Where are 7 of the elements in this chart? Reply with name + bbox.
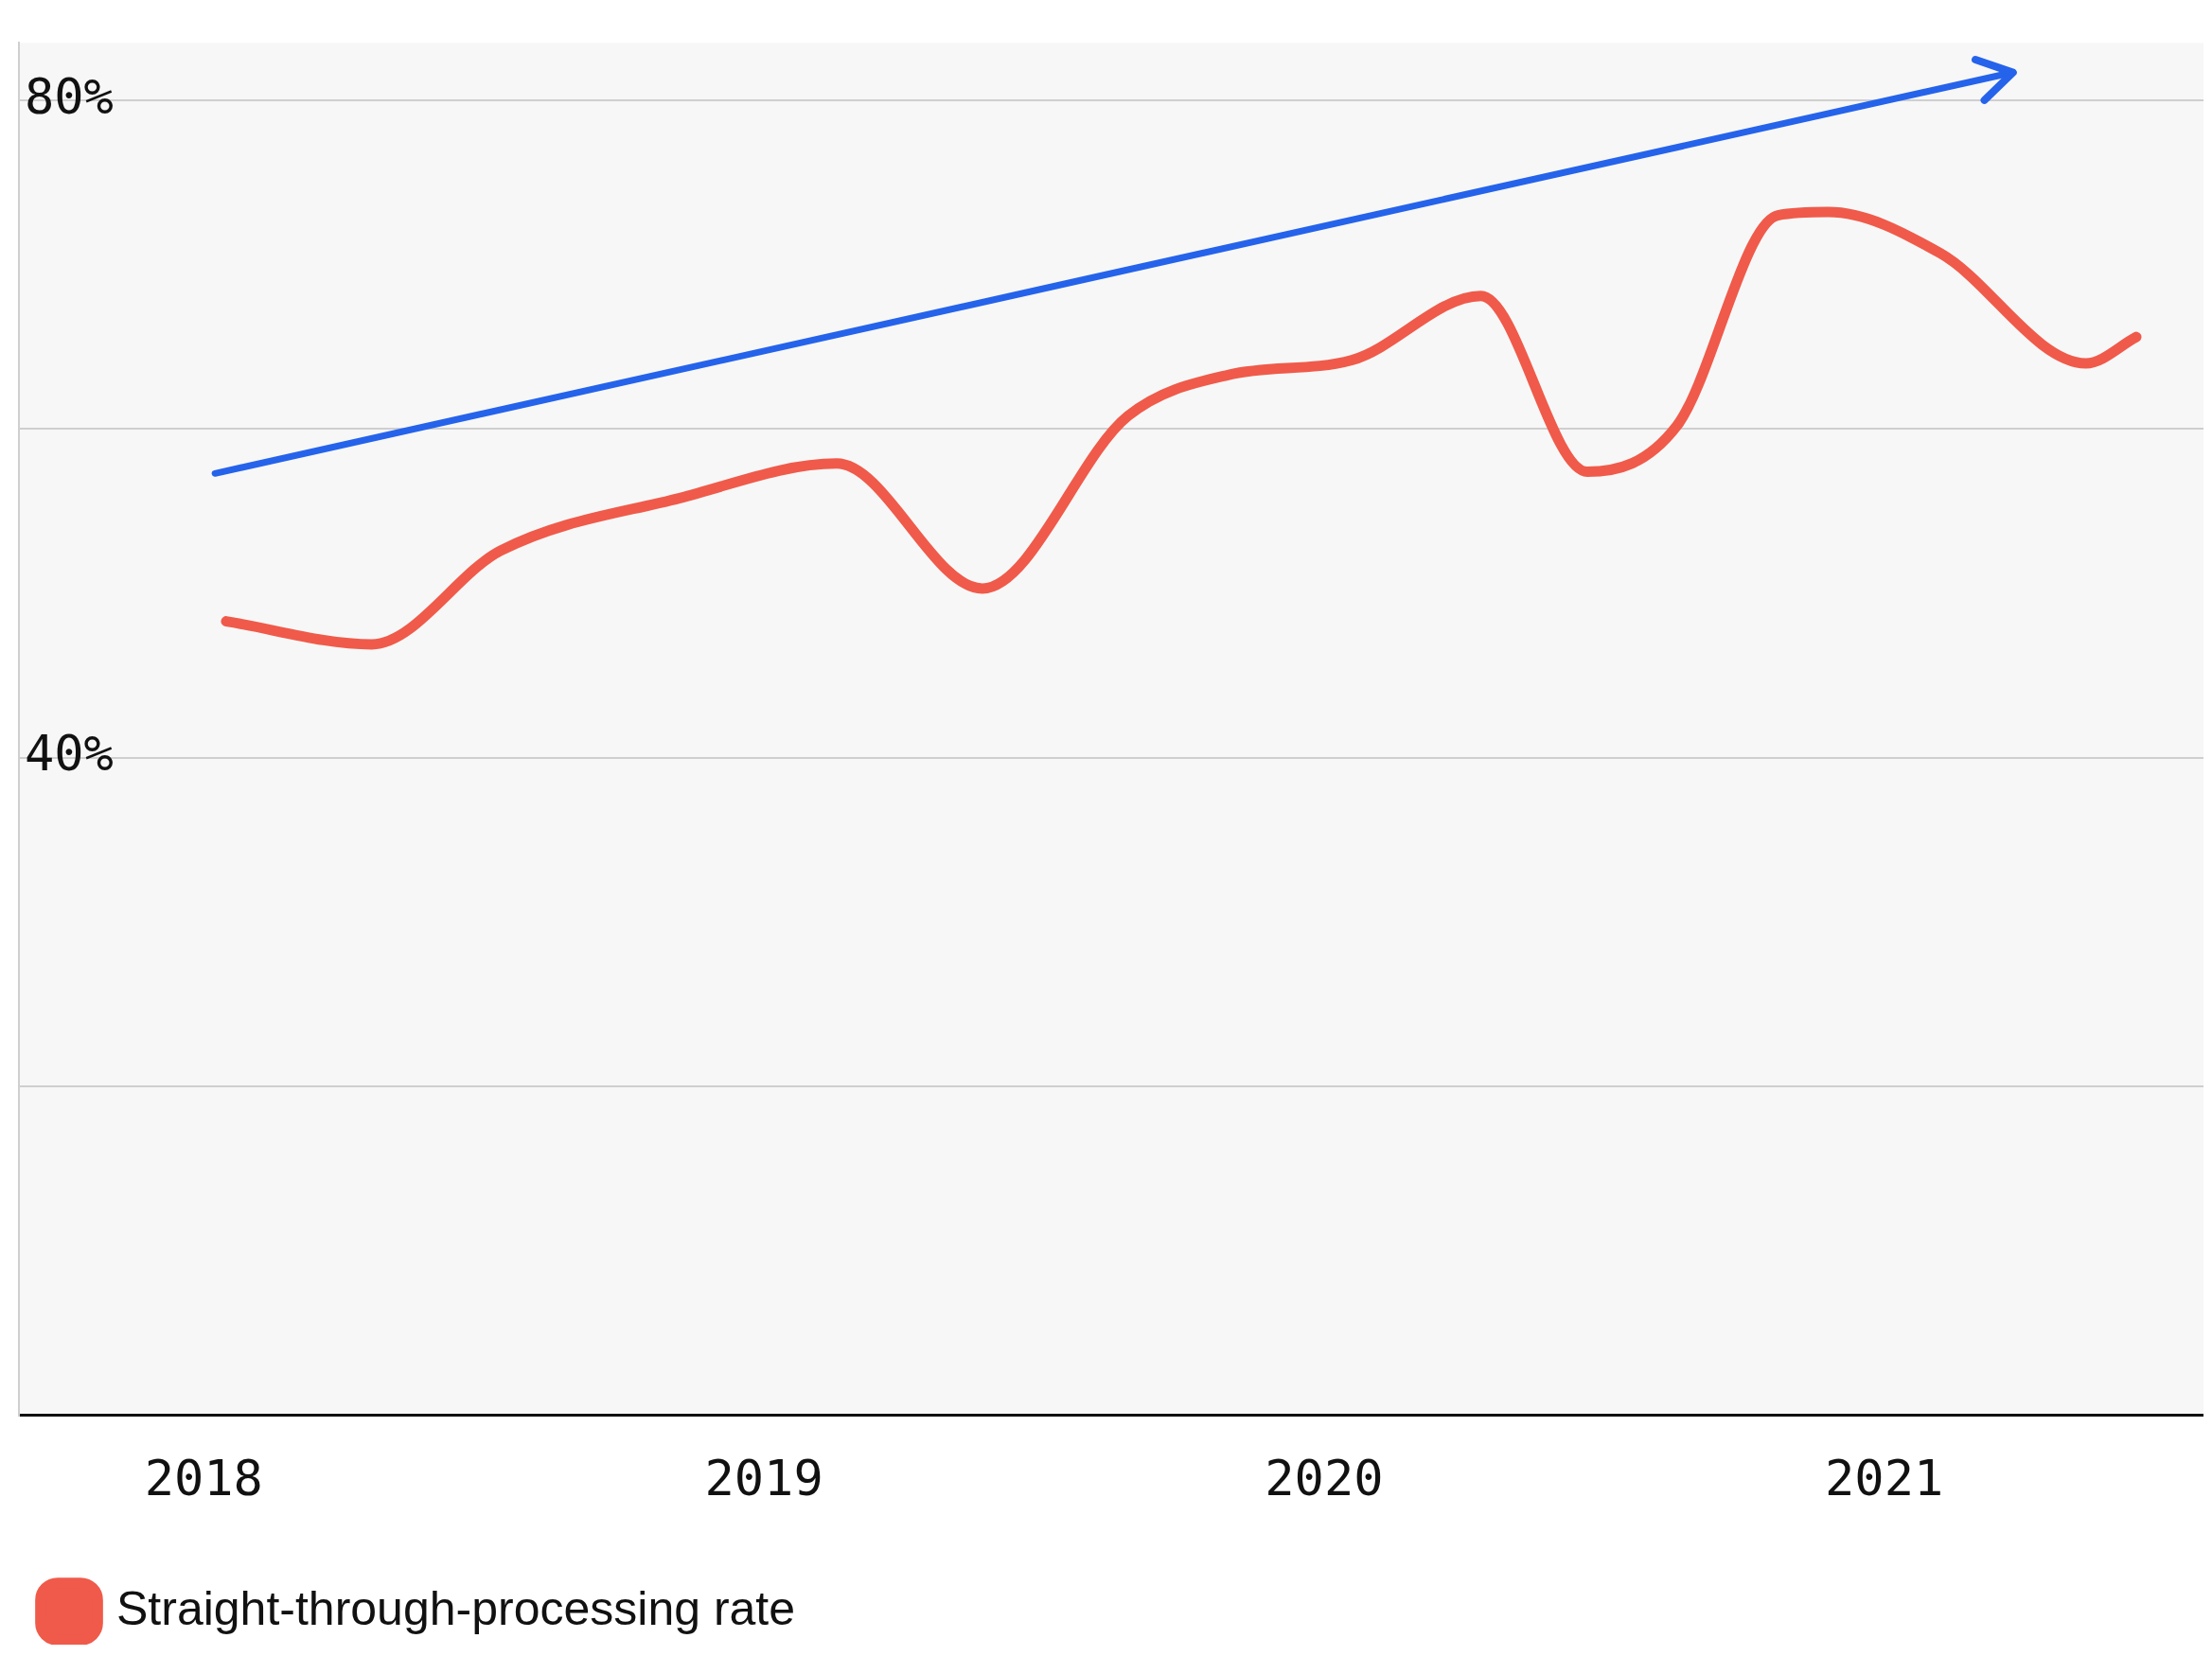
y-tick-label: 80% — [25, 67, 114, 125]
x-tick-label: 2020 — [1265, 1450, 1384, 1507]
legend-label: Straight-through-processing rate — [116, 1581, 796, 1635]
x-tick-label: 2021 — [1825, 1450, 1944, 1507]
y-tick-label: 40% — [25, 725, 114, 783]
x-tick-label: 2018 — [144, 1450, 263, 1507]
x-tick-label: 2019 — [704, 1450, 823, 1507]
